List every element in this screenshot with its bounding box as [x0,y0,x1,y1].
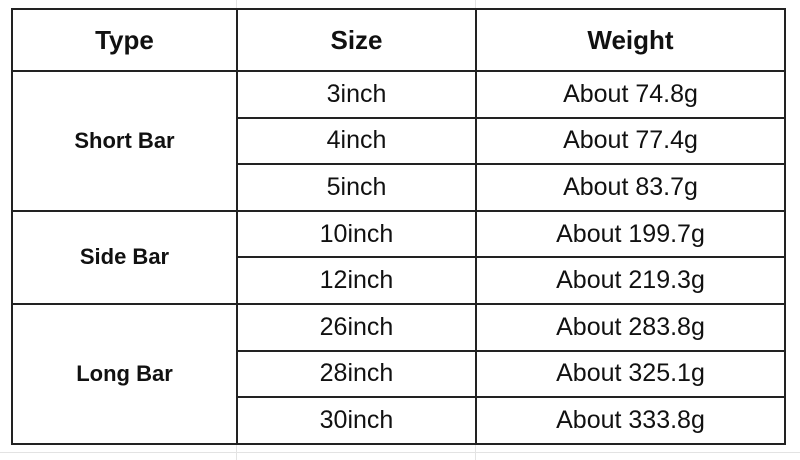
table-row: 30inch About 333.8g [12,396,786,445]
table-row: Side Bar 10inch About 199.7g [11,209,786,305]
weight-cell: About 325.1g [475,349,786,399]
weight-cell: About 77.4g [475,116,786,166]
type-cell: Long Bar [11,302,238,445]
weight-cell: About 74.8g [475,70,786,119]
type-cell: Side Bar [11,209,238,305]
table-row: 5inch About 83.7g [12,163,786,212]
table-row: Short Bar 3inch About 74.8g [11,70,786,212]
header-weight: Weight [475,8,786,72]
weight-cell: About 83.7g [475,163,786,212]
table-row: Long Bar 26inch About 283.8g [11,302,786,445]
header-size: Size [236,8,477,72]
size-cell: 26inch [236,302,477,352]
type-cell: Short Bar [11,70,238,212]
table-row: 12inch About 219.3g [12,256,786,305]
table-row: 28inch About 325.1g [12,349,786,399]
sheet-gridline [0,452,800,453]
weight-cell: About 283.8g [475,302,786,352]
size-cell: 3inch [236,70,477,119]
header-row: Type Size Weight [11,8,786,72]
weight-cell: About 333.8g [475,396,786,445]
size-cell: 28inch [236,349,477,399]
size-cell: 5inch [236,163,477,212]
weight-cell: About 219.3g [475,256,786,305]
header-type: Type [11,8,238,72]
size-cell: 10inch [236,209,477,259]
weight-cell: About 199.7g [475,209,786,259]
size-cell: 4inch [236,116,477,166]
size-cell: 30inch [236,396,477,445]
table-row: 4inch About 77.4g [12,116,786,166]
weight-table: Type Size Weight Short Bar 3inch About 7… [11,8,786,445]
size-cell: 12inch [236,256,477,305]
